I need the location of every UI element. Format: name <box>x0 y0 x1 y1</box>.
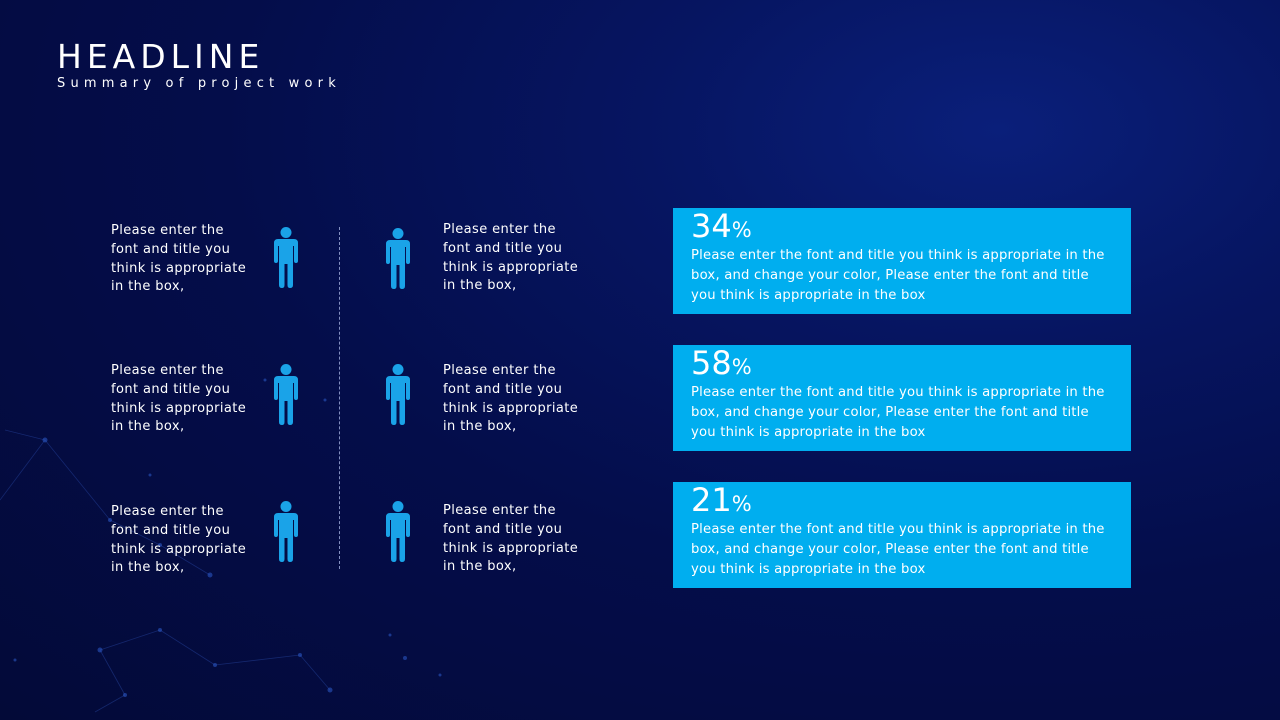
item-text-5: Please enter the font and title you thin… <box>443 363 579 435</box>
stat-value: 21% <box>691 481 752 519</box>
person-icon <box>386 501 410 562</box>
stat-box-3: 21% Please enter the font and title you … <box>673 482 1131 588</box>
person-icon <box>386 228 410 289</box>
stat-box-1: 34% Please enter the font and title you … <box>673 208 1131 314</box>
stat-description: Please enter the font and title you thin… <box>691 522 1105 577</box>
stat-description: Please enter the font and title you thin… <box>691 248 1105 303</box>
stat-value: 34% <box>691 207 752 245</box>
stat-box-2: 58% Please enter the font and title you … <box>673 345 1131 451</box>
item-text-1: Please enter the font and title you thin… <box>111 223 247 295</box>
person-icon <box>274 364 298 425</box>
dashed-divider <box>339 227 340 569</box>
person-icon <box>274 227 298 288</box>
item-text-4: Please enter the font and title you thin… <box>443 222 579 294</box>
stat-description: Please enter the font and title you thin… <box>691 385 1105 440</box>
item-text-2: Please enter the font and title you thin… <box>111 363 247 435</box>
person-icon <box>386 364 410 425</box>
page-subtitle: Summary of project work <box>57 76 341 91</box>
page-title: HEADLINE <box>57 37 265 76</box>
person-icon <box>274 501 298 562</box>
item-text-3: Please enter the font and title you thin… <box>111 504 247 576</box>
item-text-6: Please enter the font and title you thin… <box>443 503 579 575</box>
stat-value: 58% <box>691 344 752 382</box>
